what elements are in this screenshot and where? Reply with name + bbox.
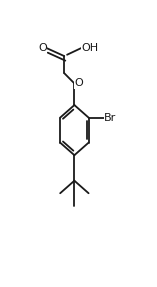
Text: O: O [74, 78, 83, 88]
Text: O: O [38, 43, 47, 53]
Text: OH: OH [81, 43, 98, 53]
Text: Br: Br [104, 113, 116, 123]
